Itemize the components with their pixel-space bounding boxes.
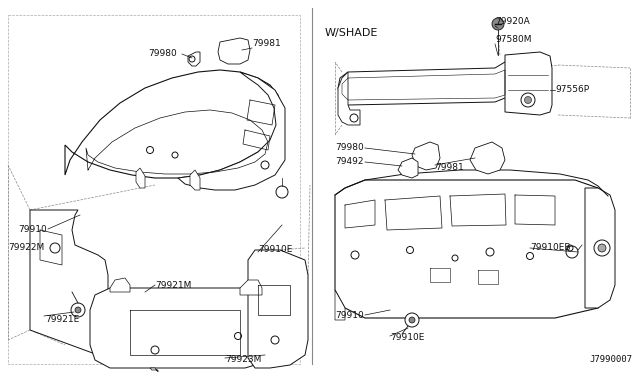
Circle shape xyxy=(75,307,81,313)
Text: 79980: 79980 xyxy=(148,49,177,58)
Text: 79981: 79981 xyxy=(435,164,464,173)
Circle shape xyxy=(525,96,531,103)
Text: 79922M: 79922M xyxy=(8,244,44,253)
Text: 79980: 79980 xyxy=(335,144,364,153)
Polygon shape xyxy=(90,288,280,368)
Polygon shape xyxy=(190,170,200,190)
Text: 97580M: 97580M xyxy=(495,35,531,45)
Polygon shape xyxy=(65,70,282,178)
Text: 79920A: 79920A xyxy=(495,17,530,26)
Polygon shape xyxy=(335,290,345,320)
Polygon shape xyxy=(136,168,145,188)
Text: 79910E: 79910E xyxy=(390,334,424,343)
Polygon shape xyxy=(188,52,200,66)
Polygon shape xyxy=(412,142,440,170)
Text: 79910E: 79910E xyxy=(258,246,292,254)
Circle shape xyxy=(492,18,504,30)
Polygon shape xyxy=(505,52,552,115)
Polygon shape xyxy=(248,250,308,368)
Polygon shape xyxy=(585,188,615,308)
Text: 79981: 79981 xyxy=(252,39,281,48)
Text: 79910: 79910 xyxy=(335,311,364,320)
Text: 79492: 79492 xyxy=(335,157,364,167)
Text: 79910: 79910 xyxy=(18,224,47,234)
Circle shape xyxy=(409,317,415,323)
Polygon shape xyxy=(398,158,418,178)
Text: J7990007: J7990007 xyxy=(589,355,632,364)
Polygon shape xyxy=(240,280,262,295)
Polygon shape xyxy=(110,278,130,292)
Text: W/SHADE: W/SHADE xyxy=(324,28,378,38)
Polygon shape xyxy=(335,180,610,318)
Text: 79910EB: 79910EB xyxy=(530,244,570,253)
Circle shape xyxy=(405,313,419,327)
Polygon shape xyxy=(30,210,108,355)
Polygon shape xyxy=(150,368,158,372)
Text: 97556P: 97556P xyxy=(555,86,589,94)
Text: 79921M: 79921M xyxy=(155,280,191,289)
Polygon shape xyxy=(338,72,360,125)
Text: 79923M: 79923M xyxy=(225,356,261,365)
Polygon shape xyxy=(178,72,285,190)
Text: 79921E: 79921E xyxy=(45,315,79,324)
Polygon shape xyxy=(470,142,505,174)
Polygon shape xyxy=(218,38,250,64)
Circle shape xyxy=(598,244,606,252)
Polygon shape xyxy=(338,58,512,105)
